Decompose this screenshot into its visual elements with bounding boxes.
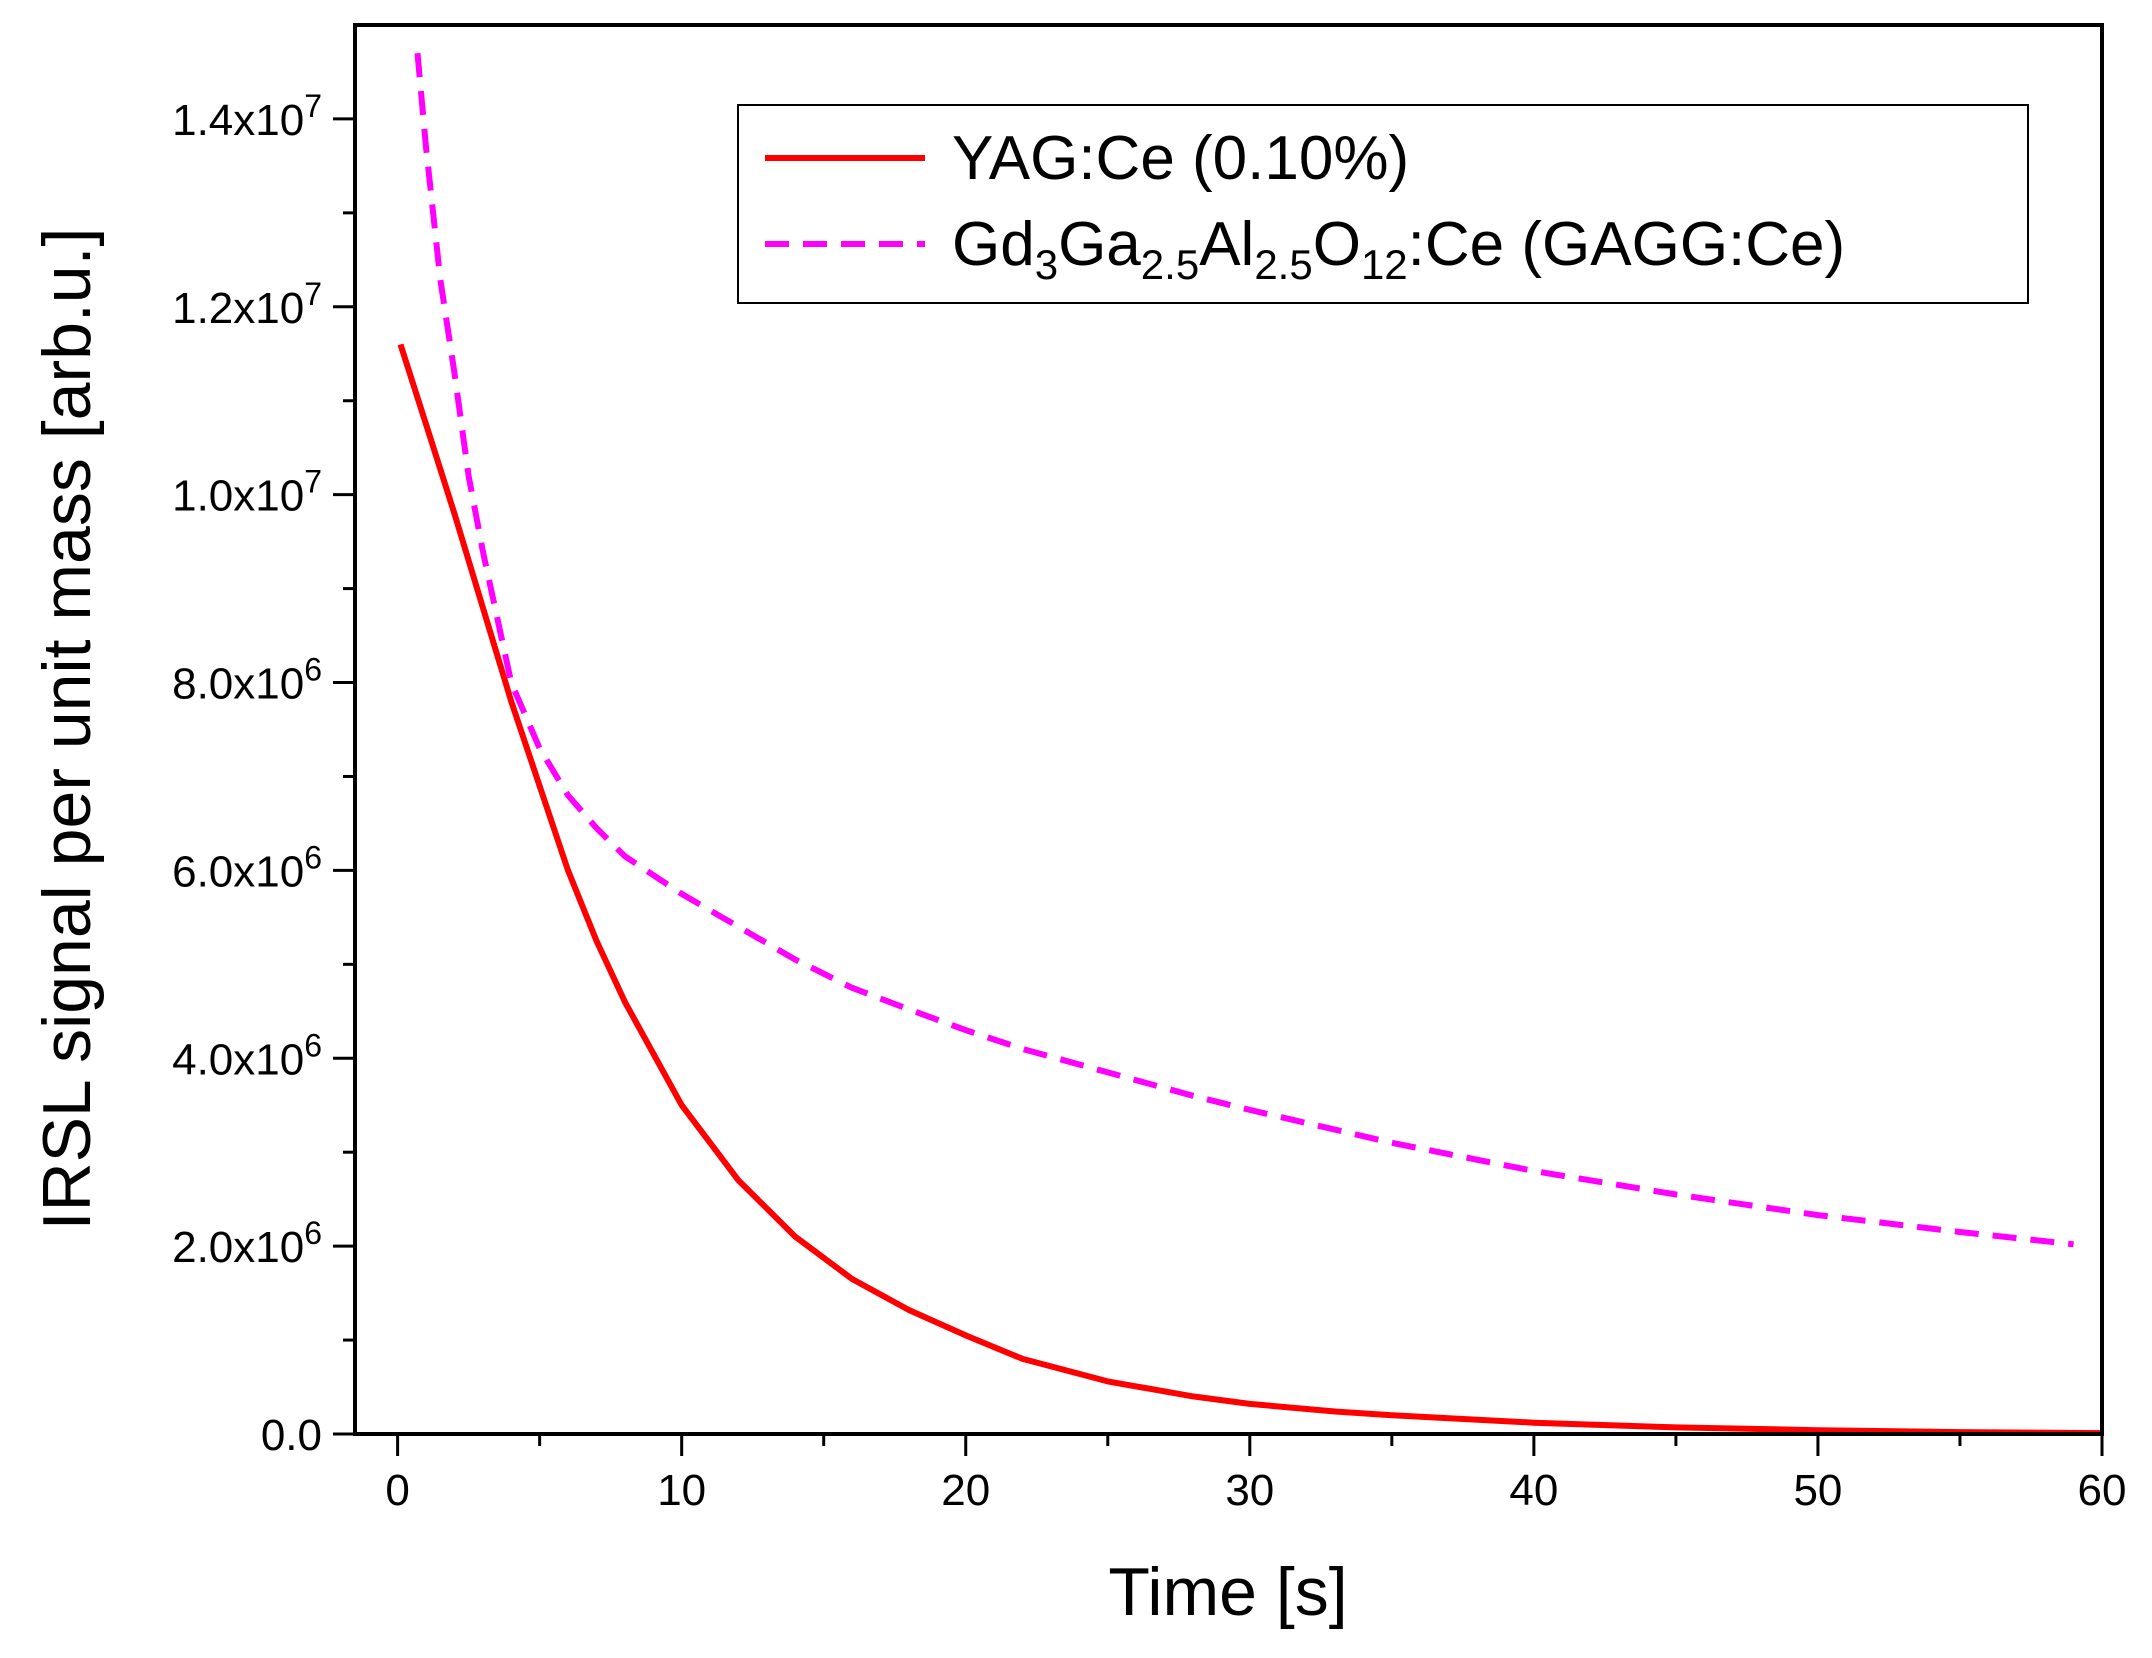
x-tick-label: 20: [941, 1466, 990, 1515]
legend: YAG:Ce (0.10%) Gd3Ga2.5Al2.5O12:Ce (GAGG…: [738, 105, 2028, 303]
y-tick-label: 1.2x107: [172, 276, 322, 333]
y-tick-label: 1.4x107: [172, 88, 322, 145]
x-tick-label: 10: [657, 1466, 706, 1515]
series-line-yag: [401, 344, 2103, 1433]
x-axis-title: Time [s]: [1108, 1554, 1347, 1630]
legend-label-yag: YAG:Ce (0.10%): [952, 124, 1409, 193]
y-tick-label: 6.0x106: [172, 839, 322, 896]
y-tick-label: 8.0x106: [172, 652, 322, 709]
chart: 0 10 20 30 40 50 60 0.0 2.0x106 4.0x106 6.0x106 8.0…: [0, 0, 2152, 1658]
x-tick-label: 50: [1793, 1466, 1842, 1515]
y-tick-label: 4.0x106: [172, 1027, 322, 1084]
y-tick-label: 1.0x107: [172, 464, 322, 521]
y-tick-label: 2.0x106: [172, 1215, 322, 1272]
x-tick-label: 30: [1225, 1466, 1274, 1515]
y-axis-title: IRSL signal per unit mass [arb.u.]: [29, 228, 105, 1231]
y-tick-label: 0.0: [261, 1411, 322, 1460]
x-tick-label: 40: [1509, 1466, 1558, 1515]
x-tick-label: 60: [2078, 1466, 2127, 1515]
x-tick-label: 0: [385, 1466, 409, 1515]
